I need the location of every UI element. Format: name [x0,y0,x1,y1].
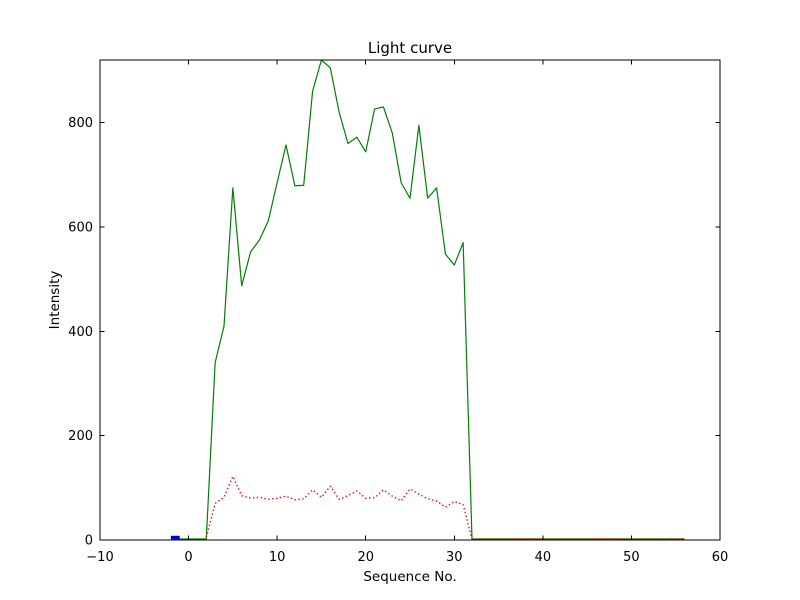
x-tick-label: 0 [184,550,192,565]
x-tick-label: 60 [712,550,729,565]
series-line-intensity-main [170,60,685,540]
y-tick-label: 800 [68,116,93,131]
x-tick-label: 40 [535,550,552,565]
y-tick-label: 200 [68,429,93,444]
y-axis-label: Intensity [47,270,63,330]
plot-border [99,59,721,541]
y-tick-label: 0 [85,534,93,549]
x-tick-label: −10 [86,550,113,565]
x-axis-label: Sequence No. [363,569,457,585]
x-tick-label: 10 [269,550,286,565]
x-tick-label: 30 [446,550,463,565]
chart-title: Light curve [367,39,453,57]
x-tick-label: 50 [623,550,640,565]
y-tick-label: 600 [68,220,93,235]
series-line-intensity-background [205,475,685,540]
y-tick-label: 400 [68,325,93,340]
x-tick-label: 20 [357,550,374,565]
